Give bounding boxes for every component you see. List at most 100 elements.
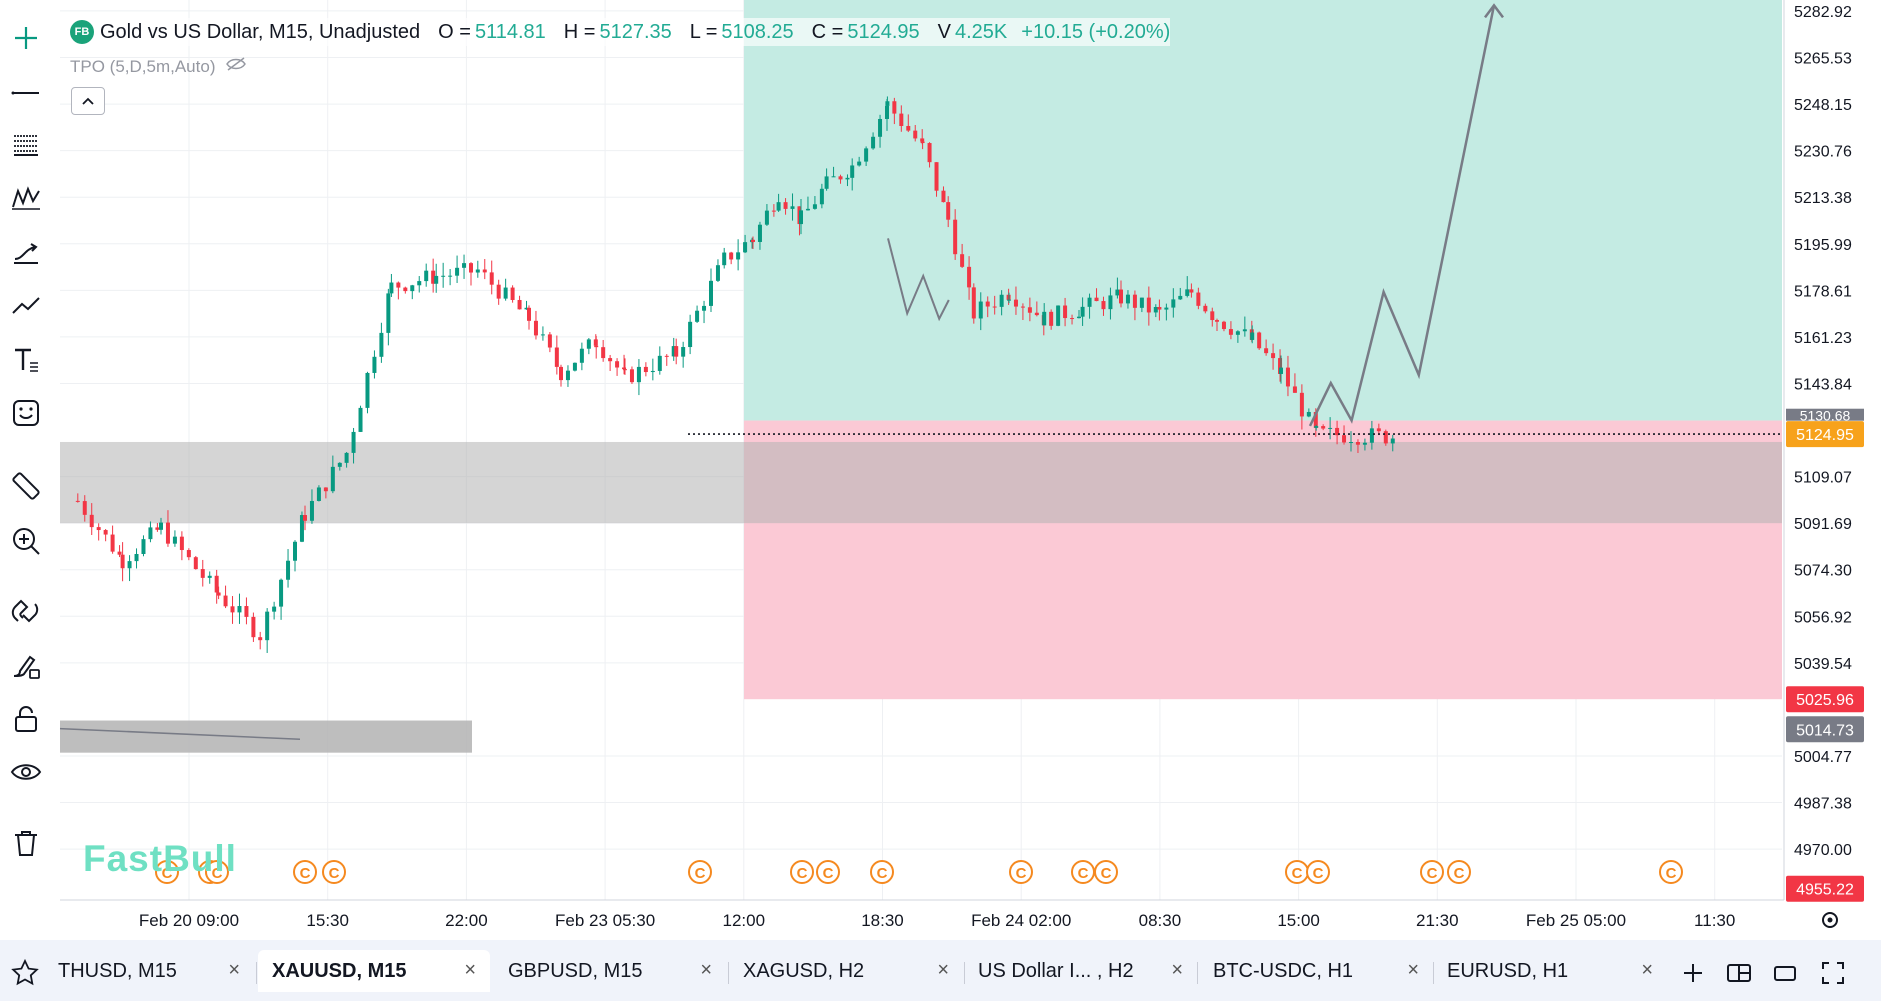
- layout-icon[interactable]: [1724, 958, 1754, 988]
- candle-body: [1292, 386, 1297, 393]
- favorites-star-icon[interactable]: [10, 958, 40, 988]
- candle-body: [1171, 299, 1176, 308]
- event-marker[interactable]: C: [322, 860, 346, 884]
- event-marker[interactable]: C: [688, 860, 712, 884]
- event-marker[interactable]: C: [1447, 860, 1471, 884]
- tab-label: XAUUSD, M15: [272, 959, 407, 982]
- tab-eurusd[interactable]: EURUSD, H1 ×: [1433, 950, 1667, 992]
- candle-body: [771, 210, 776, 212]
- pattern-icon[interactable]: [6, 178, 46, 218]
- candle-body: [934, 162, 939, 191]
- tab-close-icon[interactable]: ×: [228, 959, 240, 981]
- lock-icon[interactable]: [6, 699, 46, 739]
- svg-text:C: C: [1313, 865, 1324, 882]
- event-marker[interactable]: C: [1094, 860, 1118, 884]
- change-value: +10.15 (+0.20%): [1021, 20, 1171, 43]
- fib-retracement-icon[interactable]: [6, 124, 46, 164]
- candle-body: [244, 606, 249, 617]
- event-marker[interactable]: C: [205, 860, 229, 884]
- candle-body: [722, 252, 727, 266]
- event-marker[interactable]: C: [1285, 860, 1309, 884]
- candle-body: [286, 560, 291, 580]
- horizontal-line-icon[interactable]: [6, 72, 46, 112]
- candle-body: [1313, 411, 1318, 428]
- tab-close-icon[interactable]: ×: [937, 959, 949, 981]
- collapse-legend-button[interactable]: [71, 87, 105, 115]
- indicator-label[interactable]: TPO (5,D,5m,Auto): [70, 56, 216, 76]
- volume-label: V: [937, 20, 951, 43]
- candle-body: [1362, 442, 1367, 445]
- settings-gear-icon[interactable]: [1822, 912, 1838, 928]
- candle-body: [1034, 312, 1039, 316]
- candle-body: [565, 370, 570, 381]
- tab-close-icon[interactable]: ×: [700, 959, 712, 981]
- event-marker[interactable]: C: [1306, 860, 1330, 884]
- event-marker[interactable]: C: [293, 860, 317, 884]
- price-chart[interactable]: CCCCCCCCCCCCCCCCC Feb 20 09:00 15:30 22:00…: [0, 0, 1881, 940]
- svg-text:C: C: [329, 865, 340, 882]
- tab-close-icon[interactable]: ×: [464, 959, 476, 981]
- svg-text:C: C: [1101, 865, 1112, 882]
- svg-text:C: C: [1016, 865, 1027, 882]
- event-marker[interactable]: C: [1071, 860, 1095, 884]
- tab-us-dollar-index[interactable]: US Dollar I... , H2 ×: [964, 950, 1197, 992]
- tab-xauusd[interactable]: XAUUSD, M15 ×: [258, 950, 490, 992]
- candle-body: [417, 281, 422, 286]
- candle-body: [424, 270, 429, 282]
- candle-body: [1178, 295, 1183, 300]
- candle-body: [1056, 305, 1061, 326]
- hidden-eye-icon[interactable]: [225, 56, 247, 77]
- candle-body: [978, 301, 983, 319]
- candle-body: [845, 177, 850, 180]
- price-tick: 5248.15: [1794, 97, 1852, 114]
- candle-body: [179, 536, 184, 551]
- tab-btc-usdc[interactable]: BTC-USDC, H1 ×: [1199, 950, 1433, 992]
- event-marker[interactable]: C: [870, 860, 894, 884]
- close-label: C =: [811, 20, 844, 43]
- candle-body: [524, 307, 529, 310]
- candle-body: [1196, 292, 1201, 306]
- price-badge-text: 4955.22: [1796, 882, 1854, 899]
- tab-close-icon[interactable]: ×: [1171, 959, 1183, 981]
- candle-body: [379, 332, 384, 357]
- candle-body: [812, 204, 817, 209]
- trend-line-icon[interactable]: [6, 286, 46, 326]
- ruler-icon[interactable]: [6, 466, 46, 506]
- candle-body: [629, 369, 634, 383]
- symbol-title[interactable]: Gold vs US Dollar, M15, Unadjusted: [100, 20, 421, 43]
- candle-body: [141, 539, 146, 554]
- crosshair-icon[interactable]: [6, 18, 46, 58]
- magnet-icon[interactable]: [6, 592, 46, 632]
- trash-icon[interactable]: [6, 823, 46, 863]
- text-icon[interactable]: [6, 340, 46, 380]
- candle-body: [265, 611, 270, 641]
- broker-logo: FB: [70, 20, 94, 44]
- event-marker[interactable]: C: [1420, 860, 1444, 884]
- event-marker[interactable]: C: [816, 860, 840, 884]
- tab-xagusd[interactable]: XAGUSD, H2 ×: [729, 950, 963, 992]
- event-marker[interactable]: C: [1659, 860, 1683, 884]
- price-tick: 5195.99: [1794, 237, 1852, 254]
- candle-body: [475, 269, 480, 273]
- fullscreen-icon[interactable]: [1818, 958, 1848, 988]
- candle-body: [674, 346, 679, 357]
- tab-gbpusd[interactable]: GBPUSD, M15 ×: [494, 950, 726, 992]
- zoom-in-icon[interactable]: [6, 521, 46, 561]
- emoji-icon[interactable]: [6, 393, 46, 433]
- prediction-icon[interactable]: [6, 232, 46, 272]
- candle-body: [323, 487, 328, 492]
- tab-close-icon[interactable]: ×: [1407, 959, 1419, 981]
- tab-close-icon[interactable]: ×: [1641, 959, 1653, 981]
- add-tab-icon[interactable]: [1678, 958, 1708, 988]
- event-marker[interactable]: C: [1009, 860, 1033, 884]
- event-marker[interactable]: C: [790, 860, 814, 884]
- tab-label: EURUSD, H1: [1447, 959, 1569, 982]
- window-icon[interactable]: [1770, 958, 1800, 988]
- brush-lock-icon[interactable]: [6, 645, 46, 685]
- candle-body: [757, 224, 762, 242]
- event-marker[interactable]: C: [155, 860, 179, 884]
- candle-body: [899, 113, 904, 126]
- candle-body: [193, 557, 198, 570]
- tab-thusd[interactable]: THUSD, M15 ×: [58, 950, 254, 992]
- eye-icon[interactable]: [6, 752, 46, 792]
